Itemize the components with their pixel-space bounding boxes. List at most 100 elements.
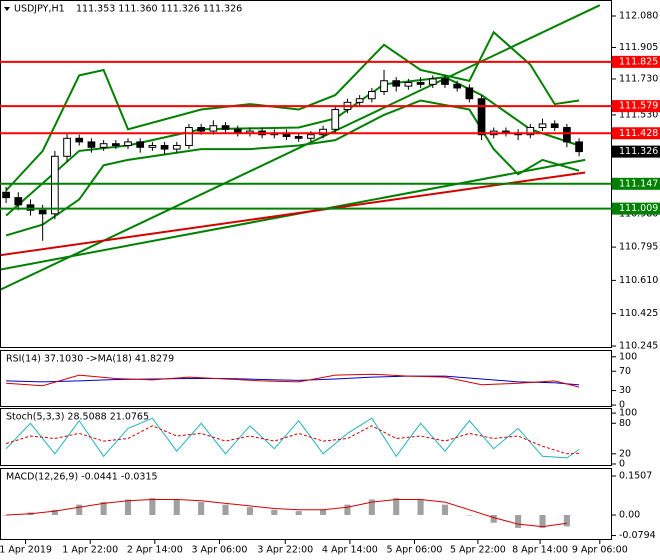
y-tick-label: 20	[619, 448, 631, 459]
candle-body	[26, 204, 35, 211]
y-tick-label: 110.425	[619, 308, 658, 319]
indicator-line	[5, 30, 580, 192]
histogram-bar	[393, 498, 400, 515]
candle-body	[209, 125, 218, 132]
candle-body	[319, 128, 327, 136]
indicator-line	[5, 417, 580, 459]
x-tick-label: 8 Apr 14:00	[512, 545, 568, 556]
histogram-bar	[198, 502, 205, 515]
panel-title: RSI(14) 37.1030 ->MA(18) 41.8279	[6, 354, 174, 365]
histogram-bar	[515, 514, 522, 528]
y-tick-label: 80	[619, 418, 631, 429]
candle-body	[416, 82, 425, 85]
histogram-bar	[563, 514, 570, 527]
candle-body	[355, 98, 364, 103]
histogram-bar	[246, 507, 253, 515]
indicator-line	[5, 99, 580, 237]
y-tick-label: 0	[619, 458, 625, 469]
last-price-label: 111.326	[619, 146, 658, 157]
histogram-bar	[51, 509, 58, 515]
candle-body	[477, 98, 486, 136]
histogram-bar	[320, 509, 327, 515]
panel-subtitle: 111.353 111.360 111.326 111.326	[76, 4, 242, 15]
level-label-bg	[612, 127, 660, 140]
level-label: 111.428	[619, 128, 658, 139]
panel-frame	[0, 408, 612, 466]
level-label-bg	[612, 202, 660, 215]
candle-body	[550, 123, 559, 129]
candle-body	[392, 80, 401, 87]
y-tick-label: 100	[619, 351, 637, 362]
histogram-bar	[124, 499, 132, 515]
candle-body	[428, 78, 437, 85]
candle-body	[380, 80, 388, 93]
y-tick-label: -0.0794	[619, 530, 656, 541]
candle-body	[63, 137, 71, 157]
histogram-bar	[368, 499, 375, 515]
level-label-bg	[612, 100, 660, 113]
candle-body	[99, 143, 108, 148]
candle-body	[124, 141, 132, 146]
candle-body	[465, 87, 474, 100]
y-tick-label: 110.245	[619, 341, 658, 352]
x-tick-label: 3 Apr 22:00	[257, 545, 313, 556]
candle-body	[526, 127, 535, 136]
y-tick-label: 111.530	[619, 109, 658, 120]
plot-area	[5, 417, 580, 459]
candle-body	[136, 141, 145, 148]
candle-body	[563, 127, 571, 143]
candle-body	[294, 136, 303, 139]
candle-body	[75, 137, 84, 143]
histogram-bar	[3, 514, 10, 516]
indicator-line	[5, 425, 580, 455]
y-tick-label: 0.00	[619, 509, 640, 520]
candle-body	[575, 141, 583, 153]
candle-body	[331, 109, 340, 130]
candle-body	[441, 78, 449, 85]
candle-body	[307, 134, 315, 139]
y-tick-label: 110.610	[619, 275, 658, 286]
histogram-bar	[100, 502, 107, 515]
candle-body	[367, 91, 376, 100]
candle-body	[87, 141, 96, 148]
y-tick-label: 70	[619, 366, 631, 377]
panel-frame	[0, 468, 612, 540]
x-tick-label: 5 Apr 06:00	[387, 545, 443, 556]
panel-title: Stoch(5,3,3) 28.5088 21.0765	[6, 412, 149, 423]
candle-body	[185, 127, 193, 146]
candle-body	[111, 143, 120, 146]
histogram-bar	[149, 498, 156, 515]
panel-title: USDJPY,H1	[14, 4, 65, 15]
candle-body	[453, 83, 462, 89]
level-label-bg	[612, 177, 660, 190]
histogram-bar	[76, 504, 83, 515]
histogram-bar	[490, 514, 497, 523]
level-label: 111.579	[619, 101, 658, 112]
menu-triangle[interactable]	[4, 7, 10, 11]
indicator-line	[0, 171, 586, 257]
x-tick-label: 5 Apr 22:00	[450, 545, 506, 556]
y-tick-label: 111.905	[619, 42, 658, 53]
panel-frame	[0, 350, 612, 407]
candle-body	[2, 191, 10, 199]
candle-body	[38, 209, 47, 215]
candle-body	[148, 144, 157, 148]
histogram-bar	[222, 504, 229, 515]
level-label: 111.009	[619, 203, 658, 214]
plot-area	[6, 373, 580, 388]
histogram-bar	[173, 499, 180, 515]
histogram-bar	[271, 509, 278, 515]
y-tick-label: 100	[619, 408, 637, 419]
histogram-bar	[417, 499, 424, 515]
histogram-bar	[441, 504, 449, 515]
plot-area	[3, 498, 570, 528]
candle-body	[538, 123, 547, 129]
signal-line	[6, 499, 567, 528]
y-tick-label: 111.730	[619, 73, 658, 84]
y-tick-label: 0.1507	[619, 470, 652, 481]
panel-frame	[0, 0, 612, 348]
y-tick-label: 110.795	[619, 242, 658, 253]
candle-body	[172, 144, 181, 150]
y-tick-label: 0	[619, 400, 625, 411]
x-tick-label: 4 Apr 14:00	[322, 545, 378, 556]
